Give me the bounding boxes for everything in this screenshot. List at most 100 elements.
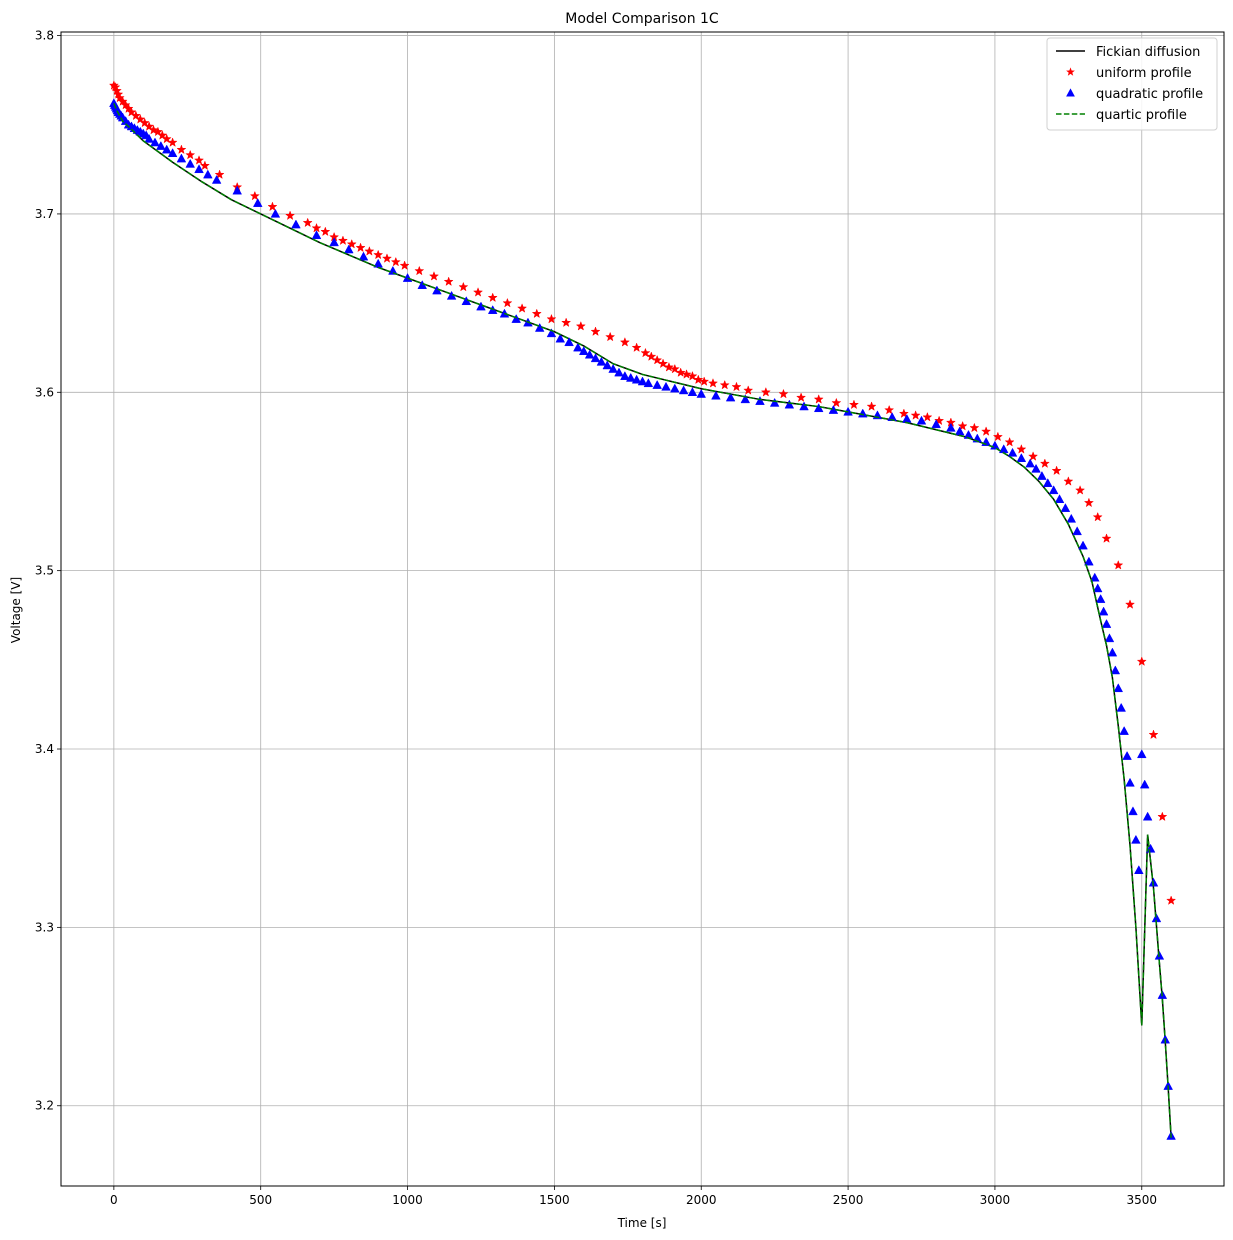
quadratic-profile-point [1139,779,1150,789]
uniform-profile-point [152,126,163,137]
y-tick-label: 3.5 [35,564,54,578]
uniform-profile-point [320,226,331,237]
uniform-profile-point [1028,451,1039,461]
quadratic-profile-point [203,169,213,179]
quadratic-profile-point [608,363,618,373]
quadratic-profile-point [1042,478,1053,487]
uniform-profile-point [669,363,680,374]
quadratic-profile-point [1136,749,1147,759]
uniform-profile-point [707,378,719,388]
quadratic-profile-point [358,251,369,261]
legend-swatch-quadratic [1066,88,1075,97]
quadratic-profile-point [813,403,824,413]
quadratic-profile-point [564,337,574,347]
uniform-profile-point [414,265,425,276]
quadratic-profile-point [555,333,566,343]
uniform-profile-point [502,297,513,308]
uniform-profile-point [1124,599,1136,609]
uniform-profile-point [1101,533,1112,543]
uniform-profile-point [487,292,498,303]
uniform-profile-point [631,342,642,353]
quadratic-profile-point [270,208,281,218]
quadratic-profile-point [1072,526,1082,536]
quadratic-profile-point [711,390,721,400]
uniform-profile-point [355,242,366,253]
legend-box [1046,37,1218,131]
uniform-profile-point [176,144,187,155]
quadratic-profile-point [1007,447,1018,457]
uniform-profile-point [139,117,150,128]
uniform-profile-point [719,379,730,390]
uniform-profile-point [517,303,528,313]
x-tick-label: 3000 [980,1193,1011,1207]
uniform-profile-point [657,358,669,369]
quadratic-profile-point [194,164,204,174]
quadratic-profile-point [1092,583,1103,593]
quadratic-profile-point [652,380,662,389]
uniform-profile-point [590,326,601,336]
uniform-profile-point [1039,458,1050,468]
uniform-profile-point [185,149,196,160]
quadratic-profile-point [946,422,956,432]
y-tick-label: 3.8 [35,29,54,43]
uniform-profile-point [1166,895,1177,905]
quadratic-profile-point [1048,485,1059,495]
quadratic-profile-point [916,415,927,425]
uniform-profile-point [652,354,663,365]
quadratic-profile-point [931,419,941,429]
series-group [108,80,1177,1140]
uniform-profile-point [458,281,469,292]
quadratic-profile-point [687,387,698,396]
uniform-profile-point [381,253,393,263]
legend-label: quartic profile [1096,108,1187,123]
y-tick-label: 3.7 [35,207,54,221]
uniform-profile-point [126,106,137,117]
uniform-profile-point [546,313,557,324]
legend-label: Fickian diffusion [1096,45,1200,60]
legend-swatch-uniform [1066,67,1075,76]
uniform-profile-point [1113,559,1124,570]
x-tick-label: 2000 [686,1193,717,1207]
quadratic-profile-point [167,148,178,157]
quadratic-profile-point [661,381,671,391]
quadratic-profile-point [1025,458,1035,468]
uniform-profile-point [428,271,440,281]
uniform-profile-point [619,337,630,347]
quadratic-profile-point [620,371,630,380]
uniform-profile-point [311,222,322,233]
uniform-profile-point [1148,729,1159,740]
quadratic-profile-point [1134,865,1144,874]
quadratic-profile-point [1145,843,1156,853]
grid [61,32,1224,1186]
quadratic-profile-point [1119,726,1129,735]
uniform-profile-point [681,369,692,379]
chart-title: Model Comparison 1C [565,11,719,27]
uniform-profile-point [934,415,945,426]
quadratic-profile-point [1107,647,1118,657]
quadratic-profile-point [887,412,897,421]
quadratic-profile-point [625,372,636,382]
quadratic-profile-point [388,265,398,275]
uniform-profile-point [390,256,401,267]
quadratic-profile-point [578,346,589,355]
quadratic-profile-point [1060,503,1071,512]
uniform-profile-point [161,133,172,144]
uniform-profile-point [731,381,742,392]
uniform-profile-point [249,190,260,201]
y-tick-label: 3.3 [35,920,54,934]
uniform-profile-point [922,411,933,422]
uniform-profile-point [285,210,296,221]
uniform-profile-point [1016,444,1027,454]
uniform-profile-point [1075,485,1086,495]
x-tick-label: 500 [249,1193,272,1207]
uniform-profile-point [346,238,357,249]
quadratic-profile-point [546,328,557,338]
quadratic-profile-point [1116,702,1126,712]
uniform-profile-point [148,124,159,135]
quadratic-profile-point [1016,453,1027,462]
uniform-profile-point [687,370,698,381]
legend-label: uniform profile [1096,66,1192,81]
x-tick-label: 2500 [833,1193,864,1207]
quadratic-profile-point [1125,777,1135,787]
quadratic-profile-point [755,396,765,405]
